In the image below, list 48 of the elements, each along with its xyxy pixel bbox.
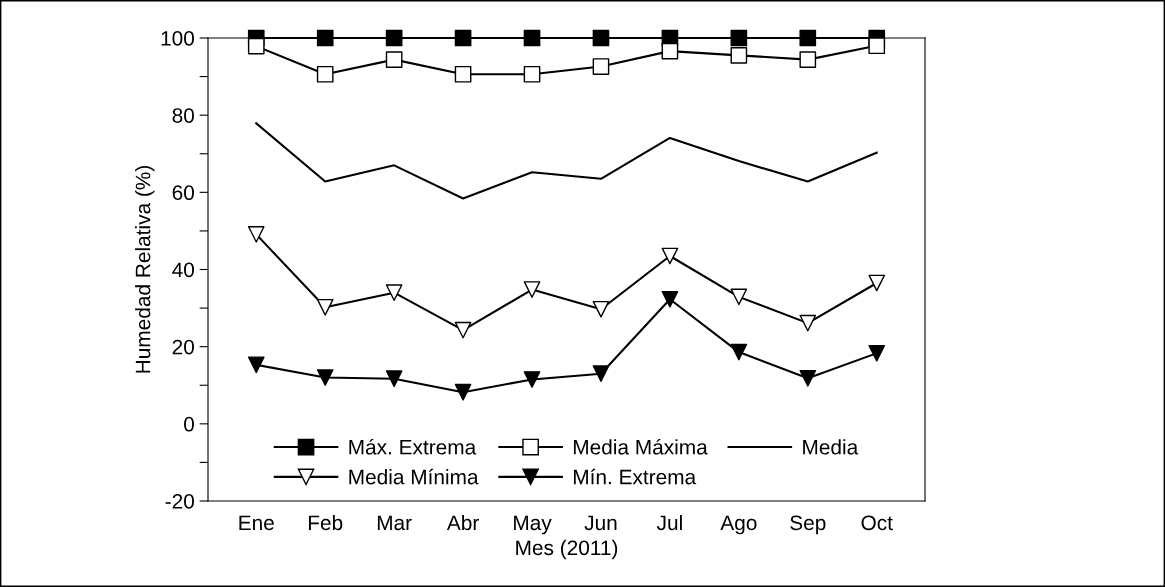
point bbox=[316, 369, 334, 386]
x-tick-label: Oct bbox=[861, 515, 893, 531]
point bbox=[661, 42, 679, 60]
point bbox=[592, 300, 610, 318]
x-tick-label: Abr bbox=[446, 514, 479, 531]
y-tick-label: 100 bbox=[161, 31, 194, 46]
x-tick-label: Feb bbox=[308, 514, 343, 531]
point bbox=[523, 371, 541, 388]
point bbox=[385, 370, 403, 388]
y-tick-label: 0 bbox=[184, 416, 194, 432]
point bbox=[247, 356, 265, 374]
x-tick-label: Mar bbox=[377, 515, 412, 531]
point bbox=[799, 314, 817, 332]
y-tick-label: 40 bbox=[172, 262, 194, 278]
legend-label: Mín. Extrema bbox=[573, 468, 697, 485]
x-tick-label: Ene bbox=[239, 515, 274, 531]
y-tick-label: 80 bbox=[172, 108, 194, 123]
legend-label: Media Máxima bbox=[573, 439, 708, 455]
x-tick-label: Sep bbox=[790, 515, 826, 535]
y-tick-label: 60 bbox=[172, 185, 194, 201]
x-tick-label: Ago bbox=[720, 515, 757, 535]
line-series bbox=[255, 122, 878, 200]
point bbox=[661, 290, 679, 308]
y-axis-title: Humedad Relativa (%) bbox=[135, 166, 155, 373]
point bbox=[730, 343, 748, 361]
point bbox=[730, 288, 748, 306]
point bbox=[661, 247, 679, 265]
point bbox=[385, 284, 403, 301]
point bbox=[868, 274, 886, 292]
legend-label: Media bbox=[803, 439, 859, 455]
legend-label: Máx. Extrema bbox=[349, 439, 477, 455]
point bbox=[592, 29, 610, 47]
point bbox=[523, 29, 541, 47]
x-axis-title: Mes (2011) bbox=[516, 539, 618, 560]
point bbox=[592, 365, 610, 383]
point bbox=[799, 369, 817, 387]
x-tick-label: Jun bbox=[584, 515, 617, 531]
y-tick-label: -20 bbox=[165, 494, 194, 509]
legend-label: Media Mínima bbox=[349, 468, 479, 485]
x-tick-label: May bbox=[514, 515, 552, 535]
point bbox=[523, 281, 541, 298]
point bbox=[454, 321, 472, 339]
point bbox=[454, 29, 472, 47]
point bbox=[316, 298, 334, 316]
y-tick-label: 20 bbox=[172, 339, 194, 355]
point bbox=[868, 344, 886, 362]
x-tick-label: Jul bbox=[656, 514, 682, 531]
point bbox=[454, 383, 472, 401]
